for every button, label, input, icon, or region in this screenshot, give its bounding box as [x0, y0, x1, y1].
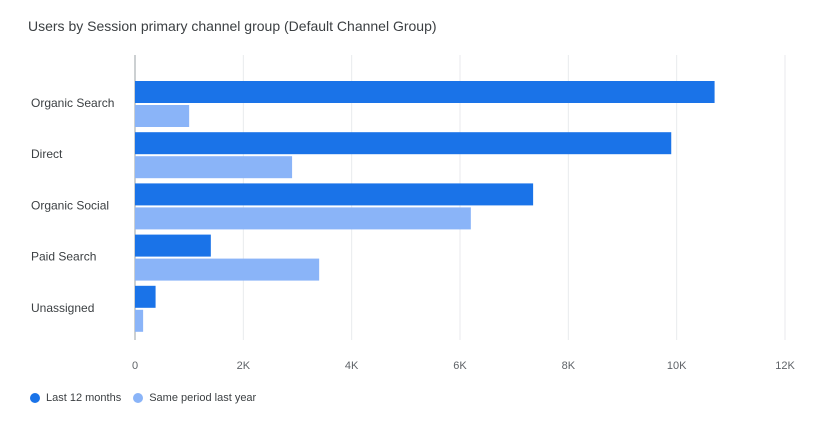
bar [135, 156, 293, 179]
bar [135, 234, 211, 257]
legend-item-same-period-last-year[interactable]: Same period last year [133, 392, 256, 404]
bar [135, 258, 320, 281]
x-tick-label: 8K [562, 360, 576, 372]
category-label: Organic Search [31, 96, 114, 110]
category-label: Paid Search [31, 250, 96, 264]
legend-swatch-same-period-last-year [133, 393, 144, 403]
legend-label-same-period-last-year: Same period last year [149, 392, 257, 404]
x-tick-label: 6K [453, 360, 467, 372]
x-tick-label: 12K [775, 360, 795, 372]
bar [135, 105, 190, 127]
bar [135, 309, 144, 332]
bar [135, 132, 672, 155]
x-tick-label: 0 [132, 360, 138, 372]
x-tick-label: 2K [237, 360, 251, 372]
bar [135, 183, 534, 206]
category-label: Unassigned [31, 301, 94, 315]
category-label: Direct [31, 147, 63, 161]
category-label: Organic Social [31, 198, 109, 212]
bar [135, 207, 471, 230]
legend-label-last-12-months: Last 12 months [46, 392, 122, 404]
chart-title: Users by Session primary channel group (… [28, 18, 437, 34]
bar [135, 285, 156, 308]
bar [135, 81, 715, 103]
x-tick-label: 4K [345, 360, 359, 372]
legend-swatch-last-12-months [30, 393, 40, 403]
legend-item-last-12-months[interactable]: Last 12 months [30, 392, 121, 404]
x-tick-label: 10K [667, 360, 687, 372]
legend: Last 12 months Same period last year [30, 392, 268, 404]
